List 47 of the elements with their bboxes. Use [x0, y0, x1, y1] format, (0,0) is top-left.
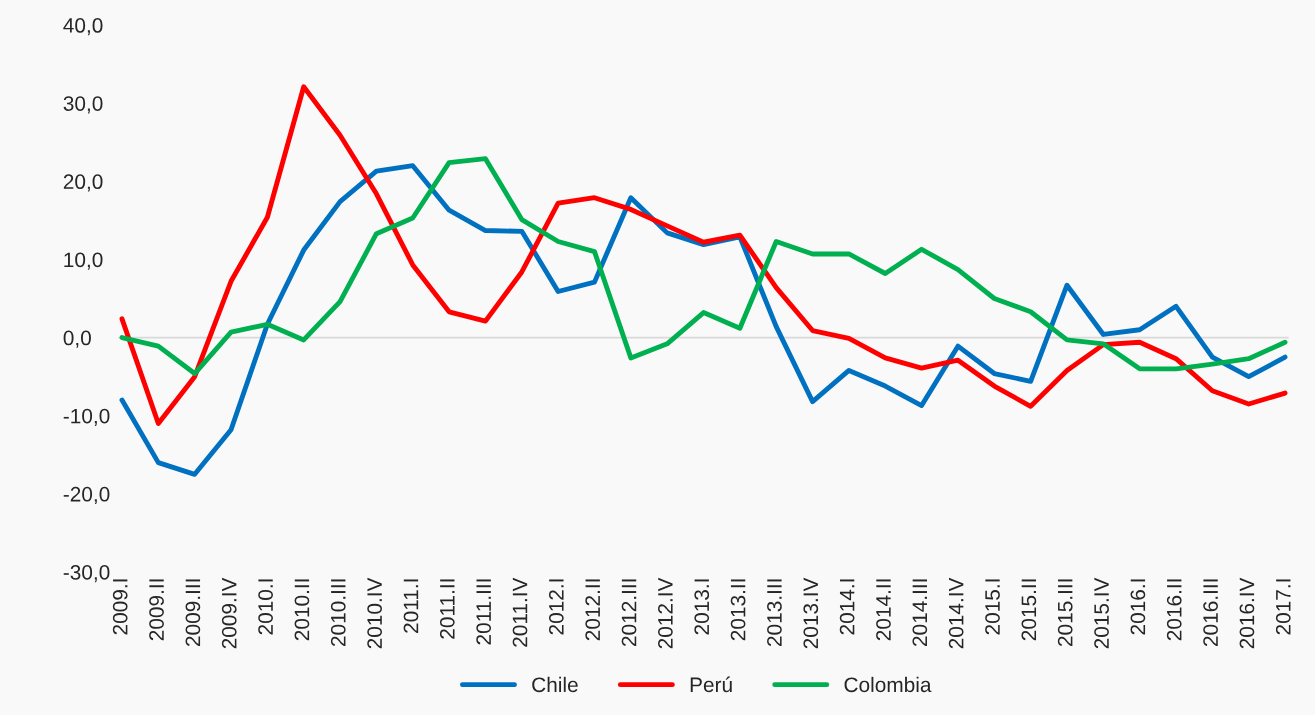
- x-tick-label: 2016.III: [1203, 579, 1218, 646]
- x-tick-label: 2009.I: [112, 579, 128, 635]
- x-tick-label: 2013.I: [694, 579, 710, 635]
- y-tick-label: 20,0: [63, 174, 103, 192]
- x-tick-label: 2009.IV: [221, 577, 237, 649]
- x-tick-label: 2013.II: [730, 579, 746, 641]
- x-tick-label: 2015.I: [985, 579, 1000, 635]
- x-tick-label: 2015.IV: [1094, 577, 1109, 649]
- x-tick-label: 2014.II: [876, 579, 891, 641]
- x-tick-label: 2017.I: [1275, 579, 1291, 635]
- x-tick-label: 2016.II: [1166, 579, 1182, 641]
- y-tick-label: 30,0: [63, 96, 103, 114]
- x-tick-label: 2010.I: [258, 579, 273, 635]
- y-tick-label: -30,0: [63, 565, 110, 583]
- legend-label: Chile: [532, 676, 578, 693]
- x-tick-label: 2012.I: [548, 579, 564, 635]
- x-tick-label: 2013.III: [767, 579, 782, 646]
- legend-label: Perú: [690, 676, 732, 693]
- x-tick-label: 2010.III: [330, 579, 346, 646]
- y-tick-label: 40,0: [63, 18, 103, 36]
- x-tick-label: 2012.IV: [658, 577, 673, 649]
- x-tick-label: 2013.IV: [803, 577, 819, 649]
- line-series: [119, 163, 1288, 477]
- line-series: [119, 84, 1288, 426]
- x-tick-label: 2011.II: [439, 579, 455, 639]
- x-tick-label: 2009.II: [149, 579, 164, 641]
- x-tick-label: 2011.III: [476, 579, 492, 645]
- y-tick-label: 0,0: [63, 330, 91, 348]
- x-tick-label: 2015.III: [1057, 579, 1073, 646]
- y-tick-label: 10,0: [64, 252, 103, 270]
- x-tick-label: 2010.IV: [367, 577, 382, 649]
- x-tick-label: 2014.I: [839, 579, 855, 635]
- x-tick-label: 2011.IV: [512, 577, 528, 647]
- x-tick-label: 2011.I: [403, 579, 419, 633]
- x-tick-label: 2009.III: [185, 579, 201, 646]
- x-tick-label: 2016.I: [1130, 579, 1146, 635]
- x-tick-label: 2014.IV: [948, 577, 964, 649]
- x-tick-label: 2012.II: [585, 579, 601, 641]
- line-series: [119, 156, 1288, 376]
- x-tick-label: 2012.III: [621, 579, 637, 646]
- legend-label: Colombia: [844, 676, 932, 693]
- x-tick-label: 2010.II: [294, 579, 310, 641]
- y-tick-label: -20,0: [63, 486, 110, 505]
- x-tick-label: 2015.II: [1021, 579, 1037, 641]
- x-tick-label: 2014.III: [912, 579, 928, 646]
- x-tick-label: 2016.IV: [1239, 577, 1255, 649]
- y-tick-label: -10,0: [63, 408, 110, 426]
